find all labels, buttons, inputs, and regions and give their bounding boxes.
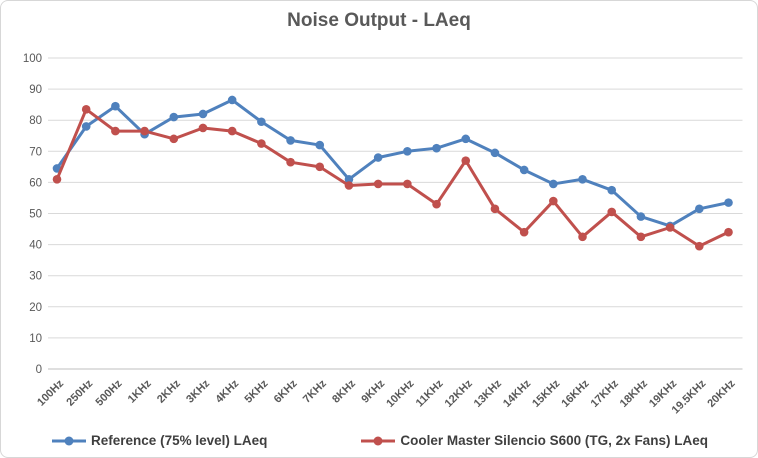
- x-axis-tick-label: 6KHz: [272, 377, 300, 405]
- y-axis-tick-label: 60: [29, 177, 42, 189]
- legend-label-silencio-s600: Cooler Master Silencio S600 (TG, 2x Fans…: [400, 433, 708, 448]
- data-point-marker: [286, 157, 295, 167]
- data-point-marker: [695, 241, 704, 251]
- data-point-marker: [286, 136, 295, 145]
- data-point-marker: [578, 174, 587, 184]
- data-point-marker: [636, 212, 646, 221]
- data-point-marker: [607, 185, 617, 195]
- x-axis-tick-label: 250Hz: [64, 377, 95, 408]
- data-point-marker: [578, 232, 587, 242]
- data-point-marker: [52, 174, 62, 184]
- data-point-marker: [227, 126, 237, 136]
- y-axis-tick-label: 40: [29, 240, 42, 252]
- x-axis-tick-label: 2KHz: [155, 377, 183, 405]
- data-point-marker: [403, 147, 412, 156]
- data-point-marker: [315, 140, 325, 150]
- data-point-marker: [549, 179, 558, 189]
- data-point-marker: [607, 207, 617, 217]
- y-axis-tick-label: 80: [29, 115, 42, 127]
- data-point-marker: [695, 204, 704, 214]
- data-point-marker: [490, 148, 500, 158]
- data-point-marker: [198, 109, 208, 119]
- x-axis-tick-label: 5KHz: [243, 377, 271, 405]
- data-point-marker: [81, 122, 91, 131]
- data-point-marker: [169, 134, 179, 144]
- x-axis-tick-label: 10KHz: [384, 377, 417, 410]
- data-point-marker: [724, 198, 733, 207]
- data-point-marker: [257, 139, 266, 148]
- data-point-marker: [344, 181, 354, 190]
- data-point-marker: [81, 105, 91, 114]
- x-axis-tick-label: 18KHz: [618, 377, 651, 410]
- data-point-marker: [665, 223, 675, 232]
- data-point-marker: [344, 174, 354, 184]
- y-axis-tick-label: 10: [29, 333, 42, 345]
- data-point-marker: [461, 156, 471, 165]
- data-point-marker: [432, 199, 441, 209]
- x-axis-tick-label: 17KHz: [589, 377, 622, 410]
- y-axis-tick-label: 20: [29, 302, 42, 314]
- data-point-marker: [636, 232, 646, 242]
- legend-item-reference: Reference (75% level) LAeq: [50, 433, 267, 448]
- x-axis-tick-label: 14KHz: [501, 377, 534, 410]
- series-line-0: [55, 98, 730, 228]
- x-axis-tick-label: 500Hz: [94, 377, 125, 408]
- x-axis-tick-label: 16KHz: [559, 377, 592, 410]
- y-axis-tick-label: 90: [29, 84, 42, 96]
- x-axis-tick-label: 100Hz: [35, 377, 66, 408]
- data-point-marker: [373, 179, 383, 189]
- legend-item-silencio-s600: Cooler Master Silencio S600 (TG, 2x Fans…: [359, 433, 708, 448]
- data-point-marker: [549, 196, 558, 206]
- x-axis-tick-label: 1KHz: [126, 377, 154, 405]
- chart-title: Noise Output - LAeq: [287, 10, 471, 31]
- x-axis-tick-label: 11KHz: [414, 377, 446, 409]
- x-axis-tick-label: 8KHz: [330, 377, 358, 405]
- line-marker-glyph-red: [361, 436, 396, 445]
- data-point-marker: [169, 112, 179, 122]
- x-axis-tick-label: 13KHz: [472, 377, 505, 410]
- y-axis-tick-label: 0: [36, 364, 42, 376]
- data-point-marker: [519, 227, 529, 237]
- data-point-marker: [373, 153, 383, 162]
- y-axis-tick-label: 100: [23, 53, 42, 65]
- data-point-marker: [227, 95, 237, 105]
- data-point-marker: [198, 123, 208, 133]
- y-axis-tick-label: 50: [29, 209, 42, 221]
- x-axis-tick-label: 20KHz: [705, 377, 738, 410]
- x-axis-tick-label: 12KHz: [443, 377, 476, 410]
- data-point-marker: [724, 227, 733, 237]
- legend-label-reference: Reference (75% level) LAeq: [91, 433, 268, 448]
- data-point-marker: [432, 143, 441, 153]
- data-point-marker: [461, 134, 471, 144]
- data-point-marker: [490, 204, 500, 214]
- line-marker-glyph-blue: [52, 436, 87, 445]
- x-axis-tick-label: 3KHz: [184, 377, 212, 405]
- chart-legend: Reference (75% level) LAeq Cooler Master…: [1, 433, 757, 448]
- data-point-marker: [403, 179, 412, 189]
- series-line-1: [55, 107, 730, 248]
- data-point-marker: [315, 162, 325, 172]
- x-axis-tick-label: 15KHz: [530, 377, 563, 410]
- y-axis-tick-label: 30: [29, 271, 42, 283]
- data-point-marker: [111, 126, 120, 136]
- y-axis-tick-label: 70: [29, 146, 42, 158]
- data-point-marker: [519, 165, 529, 175]
- data-point-marker: [111, 101, 120, 111]
- data-point-marker: [140, 126, 149, 136]
- data-point-marker: [257, 117, 266, 127]
- x-axis-tick-label: 7KHz: [301, 377, 329, 405]
- x-axis-tick-label: 4KHz: [213, 377, 241, 405]
